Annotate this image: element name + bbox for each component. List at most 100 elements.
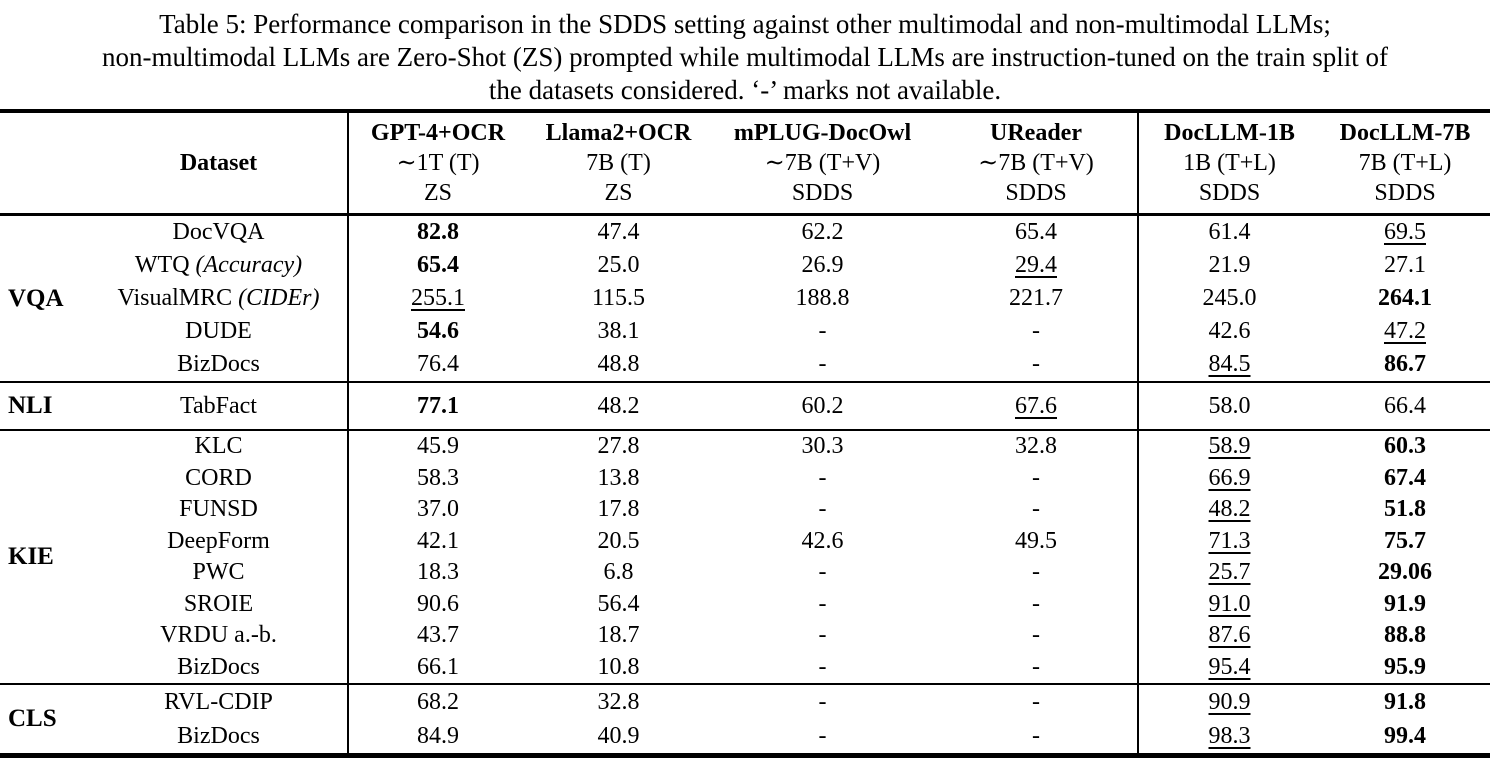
dataset-name: VRDU a.-b. bbox=[160, 622, 277, 649]
dataset-cell: KLC bbox=[90, 431, 347, 463]
value-cell: 75.7 bbox=[1384, 527, 1426, 554]
dataset-metric-note: (Accuracy) bbox=[189, 252, 303, 278]
group-label: VQA bbox=[8, 284, 64, 312]
dataset-cell: BizDocs bbox=[90, 348, 347, 381]
header-rule bbox=[0, 213, 1490, 216]
value-cell: 48.8 bbox=[597, 351, 640, 377]
value-cell: 43.7 bbox=[347, 620, 527, 652]
value-cell: - bbox=[1032, 653, 1040, 680]
dataset-cell: BizDocs bbox=[90, 652, 347, 684]
model-name: DocLLM-7B bbox=[1339, 120, 1471, 146]
value-cell: - bbox=[818, 590, 827, 617]
table-section-nli: NLI TabFact 77.1 48.2 60.2 67.6 58.0 66.4 bbox=[0, 383, 1490, 429]
dataset-name: VisualMRC bbox=[117, 285, 233, 311]
value-cell: 88.8 bbox=[1384, 622, 1426, 649]
value-cell: 27.1 bbox=[1384, 252, 1426, 278]
section-rule bbox=[0, 429, 1490, 431]
value-cell: - bbox=[818, 688, 827, 715]
value-cell: - bbox=[1032, 318, 1040, 344]
value-cell: 27.8 bbox=[597, 433, 640, 460]
model-size: 7B (T+L) bbox=[1358, 150, 1452, 176]
table-caption: Table 5: Performance comparison in the S… bbox=[101, 9, 1388, 105]
dataset-name: KLC bbox=[194, 433, 243, 460]
value-cell: 13.8 bbox=[597, 464, 640, 491]
value-cell: 56.4 bbox=[597, 590, 640, 617]
dataset-name: BizDocs bbox=[177, 722, 260, 749]
dataset-cell: DUDE bbox=[90, 315, 347, 348]
model-size: ∼7B (T+V) bbox=[978, 150, 1094, 176]
dataset-name: DeepForm bbox=[167, 527, 270, 554]
model-size: 1B (T+L) bbox=[1183, 150, 1276, 176]
dataset-name: PWC bbox=[192, 559, 245, 586]
value-cell: 65.4 bbox=[347, 249, 527, 282]
value-cell: - bbox=[818, 464, 827, 491]
value-cell: 66.9 bbox=[1137, 462, 1320, 494]
table-section-cls: CLS RVL-CDIP 68.2 32.8 - - 90.9 91.8 BizDocs 84.9… bbox=[0, 685, 1490, 753]
value-cell: 60.3 bbox=[1384, 433, 1426, 460]
column-header-mplug-docowl: mPLUG-DocOwl ∼7B (T+V) SDDS bbox=[710, 113, 935, 213]
value-cell: 38.1 bbox=[597, 318, 640, 344]
value-cell: - bbox=[1032, 464, 1040, 491]
value-cell: 66.1 bbox=[347, 651, 527, 683]
group-header-spacer bbox=[0, 113, 90, 213]
model-name: GPT-4+OCR bbox=[370, 120, 506, 146]
value-cell: 49.5 bbox=[1015, 527, 1057, 554]
model-name: Llama2+OCR bbox=[545, 120, 692, 146]
dataset-name: DocVQA bbox=[172, 219, 265, 245]
model-name: UReader bbox=[990, 120, 1082, 146]
value-cell: 62.2 bbox=[801, 219, 844, 245]
value-cell: 86.7 bbox=[1384, 351, 1426, 377]
dataset-name: TabFact bbox=[180, 392, 257, 419]
value-cell: 98.3 bbox=[1137, 719, 1320, 753]
dataset-cell: BizDocs bbox=[90, 719, 347, 753]
dataset-cell: VisualMRC (CIDEr) bbox=[90, 282, 347, 315]
bottom-rule bbox=[0, 753, 1490, 758]
value-cell: 48.2 bbox=[597, 392, 640, 419]
value-cell: 67.6 bbox=[1015, 392, 1057, 419]
value-cell: 91.9 bbox=[1384, 590, 1426, 617]
table-section-kie: KIE KLC 45.9 27.8 30.3 32.8 58.9 60.3 CORD 58.3 13… bbox=[0, 431, 1490, 683]
results-table: Dataset GPT-4+OCR ∼1T (T) ZS Llama2+OCR … bbox=[0, 109, 1490, 758]
value-cell: - bbox=[1032, 722, 1040, 749]
section-rule bbox=[0, 381, 1490, 383]
value-cell: 69.5 bbox=[1384, 219, 1426, 245]
dataset-cell: DeepForm bbox=[90, 526, 347, 558]
value-cell: 47.4 bbox=[597, 219, 640, 245]
table-body: VQA DocVQA 82.8 47.4 62.2 65.4 61.4 69.5 WTQ (Ac… bbox=[0, 216, 1490, 758]
value-cell: 30.3 bbox=[801, 433, 844, 460]
model-setting: ZS bbox=[604, 180, 633, 206]
model-size: 7B (T) bbox=[586, 150, 651, 176]
top-rule bbox=[0, 109, 1490, 113]
value-cell: - bbox=[1032, 496, 1040, 523]
dataset-name: BizDocs bbox=[177, 653, 260, 680]
value-cell: 58.3 bbox=[347, 462, 527, 494]
value-cell: 95.9 bbox=[1384, 653, 1426, 680]
value-cell: 18.7 bbox=[597, 622, 640, 649]
model-setting: SDDS bbox=[1198, 180, 1261, 206]
value-cell: 42.6 bbox=[1137, 315, 1320, 348]
dataset-cell: DocVQA bbox=[90, 216, 347, 249]
value-cell: - bbox=[1032, 559, 1040, 586]
section-rule bbox=[0, 683, 1490, 685]
value-cell: 90.6 bbox=[347, 588, 527, 620]
value-cell: - bbox=[818, 496, 827, 523]
value-cell: 18.3 bbox=[347, 557, 527, 589]
value-cell: 37.0 bbox=[347, 494, 527, 526]
value-cell: 264.1 bbox=[1378, 285, 1432, 311]
model-setting: SDDS bbox=[1374, 180, 1436, 206]
column-header-docllm-1b: DocLLM-1B 1B (T+L) SDDS bbox=[1137, 113, 1320, 213]
value-cell: 68.2 bbox=[347, 685, 527, 719]
dataset-name: CORD bbox=[185, 464, 252, 491]
value-cell: 40.9 bbox=[597, 722, 640, 749]
dataset-cell: PWC bbox=[90, 557, 347, 589]
value-cell: 21.9 bbox=[1137, 249, 1320, 282]
dataset-cell: SROIE bbox=[90, 589, 347, 621]
value-cell: 65.4 bbox=[1015, 219, 1057, 245]
dataset-name: WTQ bbox=[134, 252, 190, 278]
value-cell: 61.4 bbox=[1137, 216, 1320, 249]
value-cell: 51.8 bbox=[1384, 496, 1426, 523]
model-size: ∼7B (T+V) bbox=[764, 150, 881, 176]
value-cell: 58.9 bbox=[1137, 431, 1320, 463]
value-cell: 245.0 bbox=[1137, 282, 1320, 315]
value-cell: - bbox=[818, 318, 827, 344]
